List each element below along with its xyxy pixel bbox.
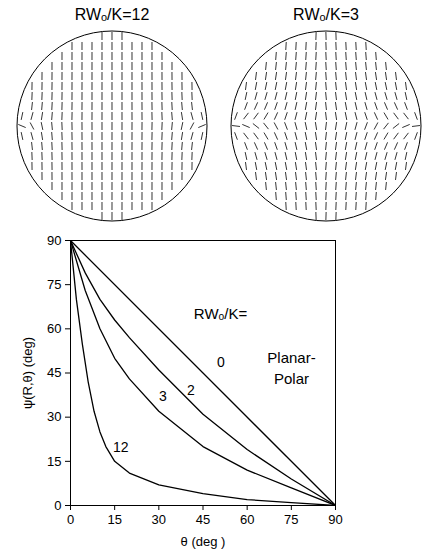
svg-text:2: 2 [187, 382, 195, 398]
svg-text:30: 30 [47, 409, 61, 424]
svg-text:90: 90 [47, 233, 61, 248]
svg-text:3: 3 [159, 388, 167, 404]
svg-text:75: 75 [284, 512, 298, 527]
svg-text:15: 15 [107, 512, 121, 527]
svg-text:15: 15 [47, 453, 61, 468]
svg-text:60: 60 [47, 321, 61, 336]
svg-text:60: 60 [240, 512, 254, 527]
svg-text:45: 45 [196, 512, 210, 527]
svg-text:RWₒ/K=3: RWₒ/K=3 [293, 6, 359, 23]
svg-text:0: 0 [54, 498, 61, 513]
svg-text:RWₒ/K=: RWₒ/K= [194, 305, 248, 322]
svg-text:75: 75 [47, 277, 61, 292]
svg-text:ψ(R,θ) (deg): ψ(R,θ) (deg) [20, 337, 35, 409]
svg-text:0: 0 [67, 512, 74, 527]
svg-text:RWₒ/K=12: RWₒ/K=12 [75, 6, 150, 23]
svg-text:Planar-: Planar- [267, 349, 315, 366]
svg-text:θ (deg ): θ (deg ) [181, 534, 226, 549]
svg-text:90: 90 [328, 512, 342, 527]
svg-text:0: 0 [217, 354, 225, 370]
svg-text:Polar: Polar [274, 370, 309, 387]
svg-text:30: 30 [152, 512, 166, 527]
svg-text:12: 12 [113, 439, 129, 455]
svg-text:45: 45 [47, 365, 61, 380]
